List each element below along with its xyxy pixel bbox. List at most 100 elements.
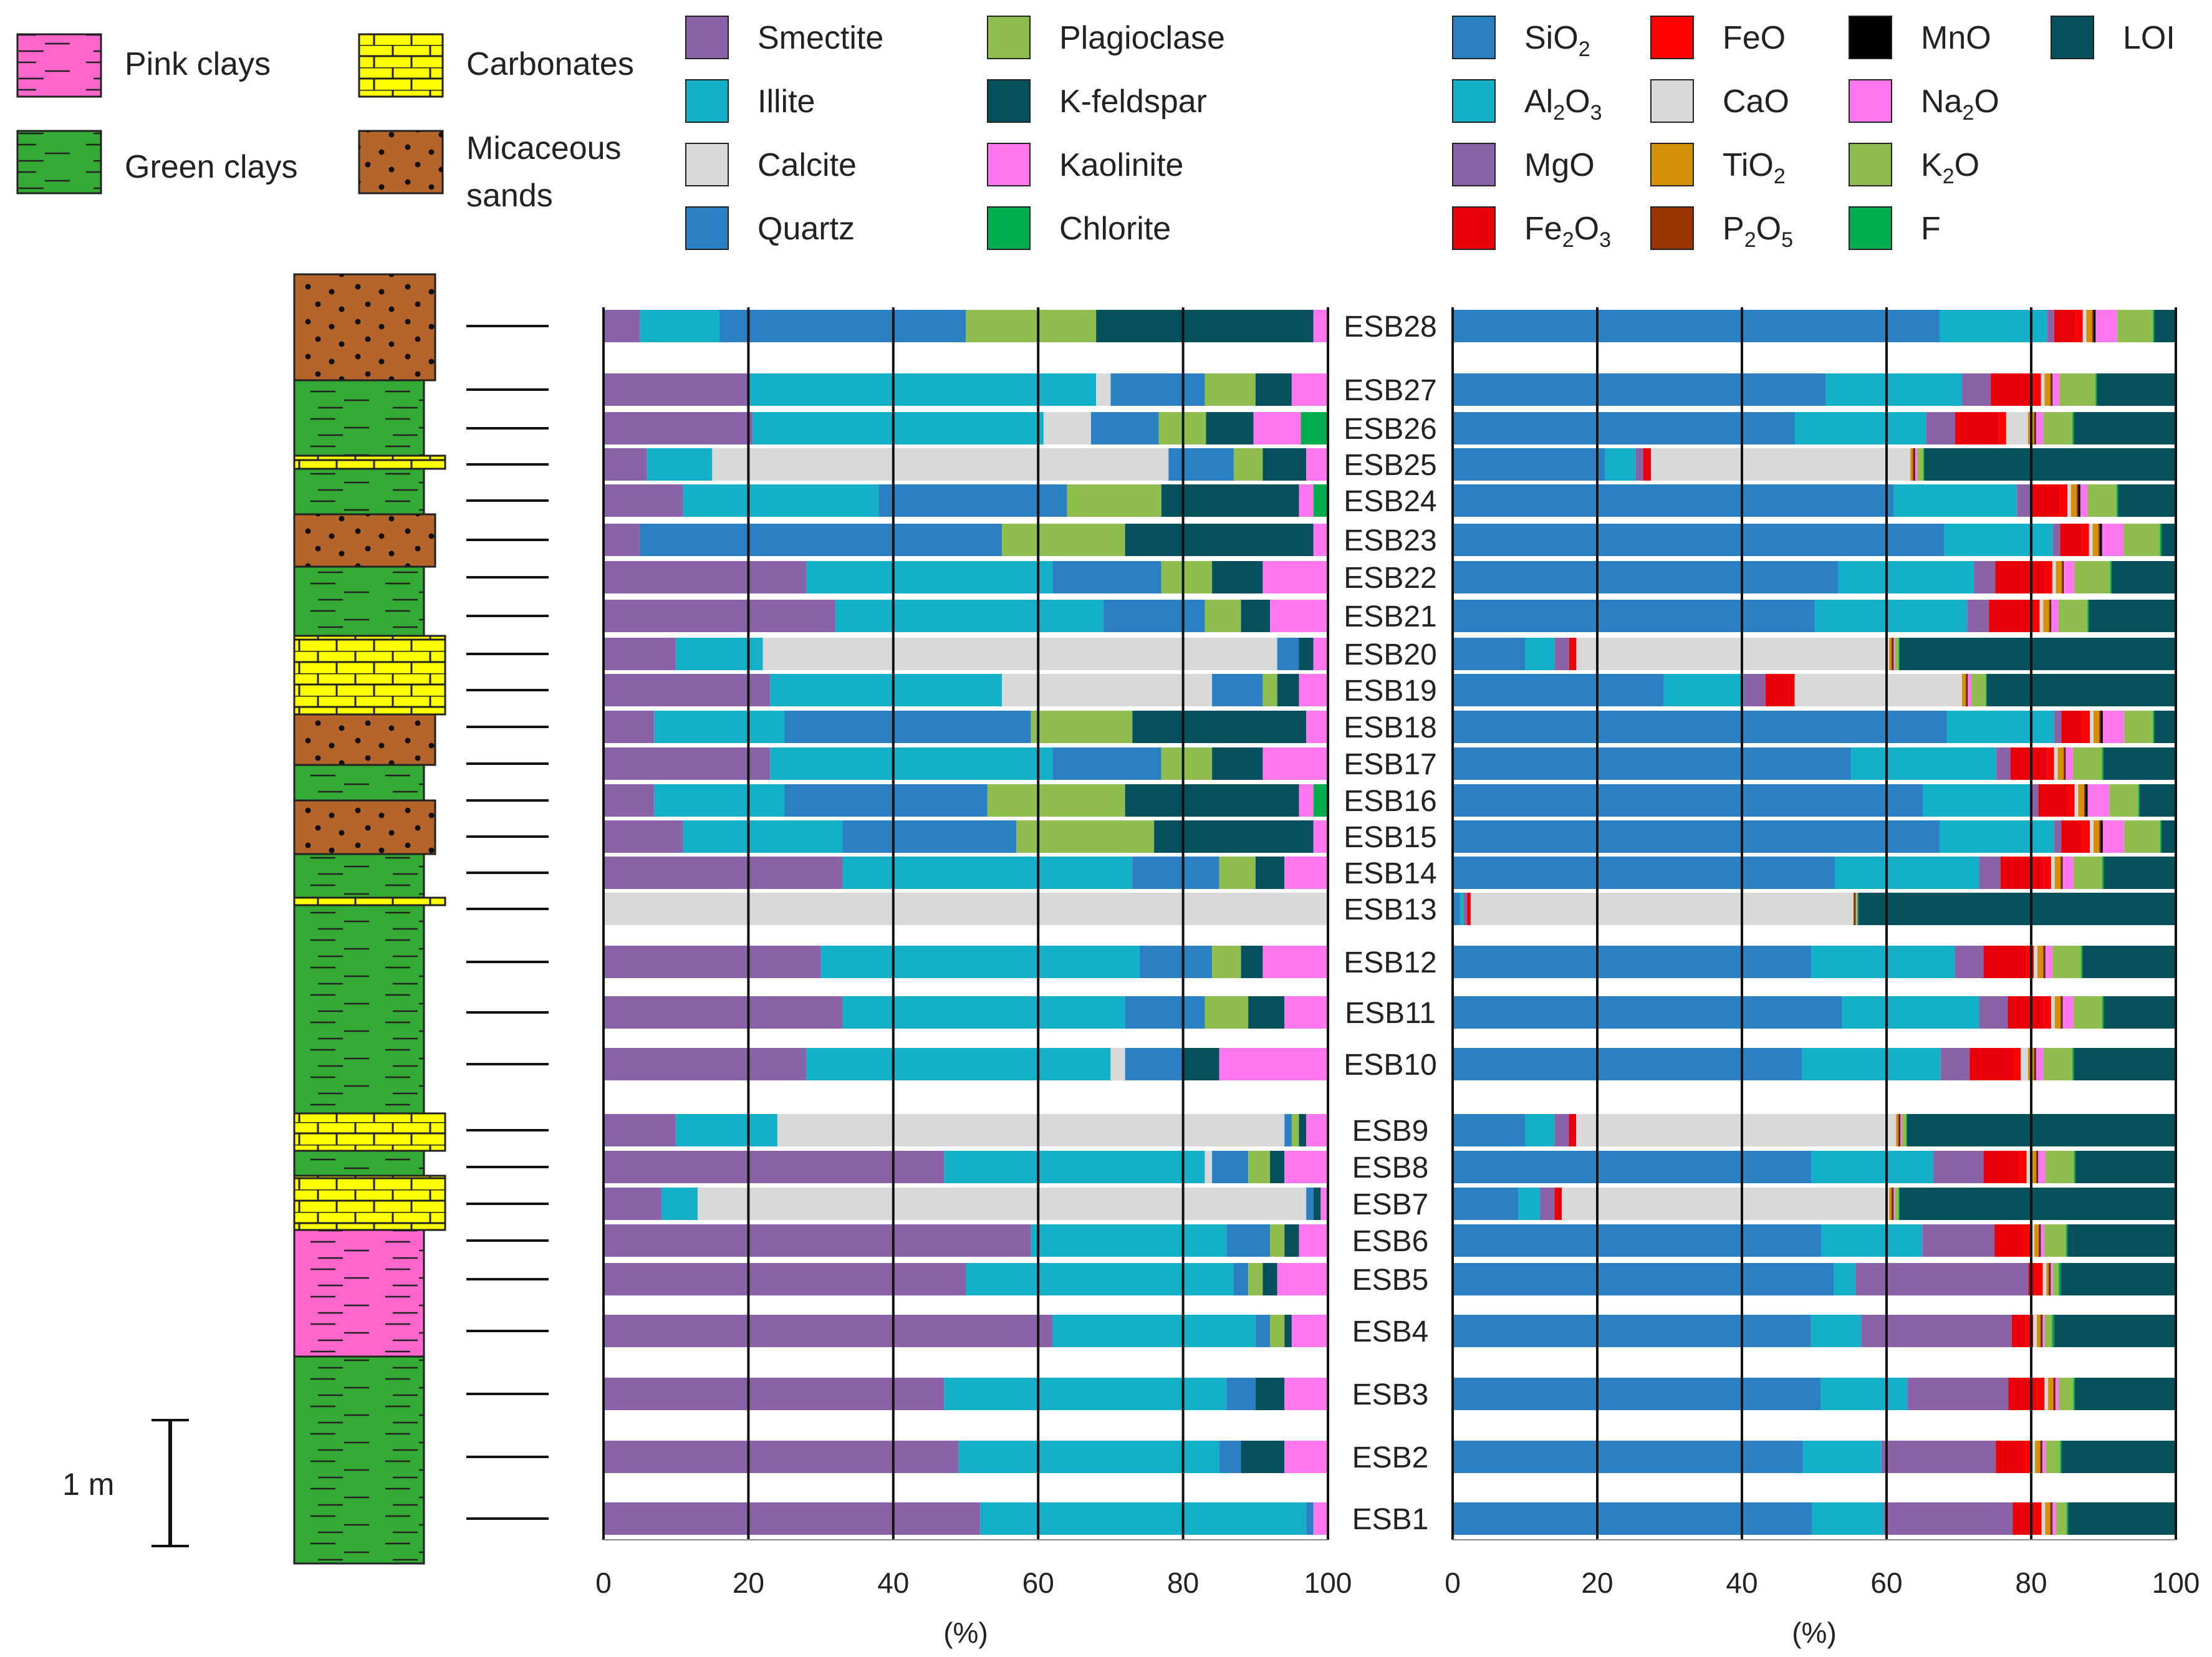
bar-esb9-cao (1576, 1114, 1897, 1146)
bar-esb20-tio2 (1889, 638, 1892, 670)
bar-esb13-na2o (1855, 893, 1857, 925)
bar-esb24-chlorite (1313, 484, 1328, 517)
legend-mno-label: MnO (1921, 20, 1991, 56)
bar-esb22-k-feldspar (1212, 561, 1263, 593)
bar-esb9-fe2o3 (1569, 1114, 1577, 1146)
bar-esb27-al2o3 (1825, 373, 1963, 406)
bar-esb13-sio2 (1453, 893, 1460, 925)
bar-esb17-k2o (2072, 747, 2102, 780)
legend-calcite-label: Calcite (757, 147, 857, 183)
bar-esb18-al2o3 (1946, 711, 2054, 743)
bar-esb26-loi (2074, 412, 2176, 444)
bar-esb25-calcite (712, 448, 1169, 481)
sample-label: ESB22 (1344, 562, 1436, 595)
bar-esb22-loi (2111, 561, 2176, 593)
legend-fe2o3-swatch (1452, 206, 1496, 250)
x-tick-label: 80 (1167, 1567, 1199, 1599)
bar-esb3-k2o (2059, 1378, 2074, 1410)
bar-esb3-loi (2074, 1378, 2176, 1410)
bar-esb5-smectite (603, 1263, 966, 1295)
bar-esb28-sio2 (1453, 310, 1940, 342)
sample-label: ESB10 (1344, 1049, 1436, 1082)
legend-calcite-swatch (685, 143, 729, 186)
bar-esb26-illite (752, 412, 1044, 444)
bar-esb10-fe2o3 (1969, 1048, 2014, 1080)
bar-esb14-cao (2051, 857, 2055, 889)
bar-esb7-k2o (1895, 1188, 1899, 1220)
bar-esb15-smectite (603, 820, 683, 853)
bar-esb10-kaolinite (1219, 1048, 1328, 1080)
bar-esb14-al2o3 (1834, 857, 1979, 889)
bar-esb28-loi (2154, 310, 2176, 342)
bar-esb21-illite (835, 600, 1104, 632)
bar-esb16-cao (2074, 784, 2079, 817)
mineral-legend: Smectite Illite Calcite Quartz Plagioclase K-… (685, 16, 1225, 250)
bar-esb26-sio2 (1453, 412, 1796, 444)
bar-esb18-loi (2154, 711, 2176, 743)
bar-esb25-loi (1924, 448, 2176, 481)
bar-esb2-f (2060, 1441, 2062, 1473)
bar-esb15-na2o (2102, 820, 2125, 853)
bar-esb25-p2o5 (1912, 448, 1915, 481)
bar-esb5-loi (2061, 1263, 2176, 1295)
bar-esb9-smectite (603, 1114, 676, 1146)
bar-esb9-mgo (1554, 1114, 1569, 1146)
bar-esb2-k2o (2046, 1441, 2061, 1473)
bar-esb25-mno (1914, 448, 1915, 481)
bar-esb18-p2o5 (2099, 711, 2101, 743)
bar-esb20-al2o3 (1525, 638, 1555, 670)
bar-esb7-al2o3 (1518, 1188, 1541, 1220)
bar-esb22-na2o (2064, 561, 2075, 593)
bar-esb8-quartz (1212, 1151, 1249, 1183)
bar-esb3-sio2 (1453, 1378, 1821, 1410)
x-tick-label: 0 (595, 1567, 612, 1599)
bar-esb17-fe2o3 (2010, 747, 2047, 780)
bar-esb17-plagioclase (1161, 747, 1213, 780)
bar-esb12-fe2o3 (1983, 946, 2027, 978)
bar-esb1-loi (2068, 1502, 2176, 1535)
bar-esb18-k-feldspar (1132, 711, 1307, 743)
bar-esb21-fe2o3 (1989, 600, 2032, 632)
bar-esb18-plagioclase (1031, 711, 1133, 743)
carbonates-label: Carbonates (466, 46, 634, 82)
legend-tio2-swatch (1650, 143, 1694, 186)
bar-esb25-na2o (1915, 448, 1918, 481)
column-pattern (294, 765, 424, 800)
bar-esb20-k2o (1895, 638, 1899, 670)
bar-esb28-cao (2082, 310, 2087, 342)
legend-pink-clays: Pink clays (16, 33, 271, 98)
bar-esb4-loi (2054, 1315, 2176, 1347)
bar-esb12-sio2 (1453, 946, 1812, 978)
bar-esb10-illite (806, 1048, 1111, 1080)
bar-esb28-plagioclase (966, 310, 1097, 342)
bar-esb10-cao (2021, 1048, 2028, 1080)
bar-esb24-fe2o3 (2031, 484, 2061, 517)
bar-esb23-kaolinite (1313, 524, 1328, 556)
bar-esb19-k2o (1971, 674, 1986, 706)
column-pattern (294, 274, 435, 380)
bar-esb23-tio2 (2092, 524, 2099, 556)
sample-label: ESB26 (1344, 413, 1436, 446)
bar-esb21-tio2 (2043, 600, 2049, 632)
bar-esb5-mno (2050, 1263, 2051, 1295)
sample-label: ESB20 (1344, 638, 1436, 671)
bar-esb2-al2o3 (1802, 1441, 1882, 1473)
bar-esb4-illite (1052, 1315, 1256, 1347)
bar-esb16-sio2 (1453, 784, 1923, 817)
bar-esb15-feo (2082, 820, 2090, 853)
bar-esb11-na2o (2062, 996, 2074, 1029)
bar-esb1-f (2066, 1502, 2069, 1535)
bar-esb23-k2o (2123, 524, 2160, 556)
bar-esb11-quartz (1125, 996, 1205, 1029)
oxide-legend: SiO2 Al2O3 MgO Fe2O3 FeO CaO TiO2 P2O5 MnO Na2O K2… (1452, 16, 2175, 252)
bar-esb24-plagioclase (1067, 484, 1161, 517)
bar-esb3-mno (2054, 1378, 2056, 1410)
bar-esb19-mgo (1743, 674, 1766, 706)
sample-ticks (466, 325, 549, 1520)
sample-label: ESB19 (1344, 675, 1436, 708)
legend-green-clays: Green clays (16, 130, 297, 195)
bar-esb2-na2o (2042, 1441, 2046, 1473)
bar-esb21-plagioclase (1205, 600, 1241, 632)
bar-esb7-mgo (1540, 1188, 1555, 1220)
